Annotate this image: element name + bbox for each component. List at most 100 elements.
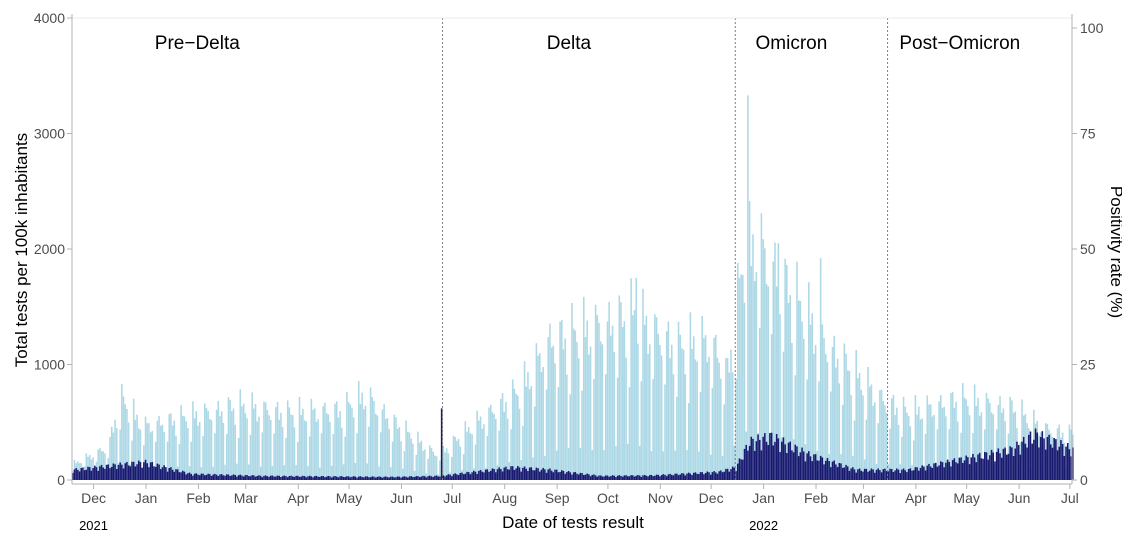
positivity-bar bbox=[379, 476, 382, 480]
tests-bar bbox=[794, 375, 797, 480]
tests-bar bbox=[493, 414, 495, 480]
tests-bar bbox=[650, 451, 653, 480]
tests-bar bbox=[758, 327, 761, 480]
positivity-bar bbox=[980, 458, 983, 480]
tests-bar bbox=[474, 444, 477, 480]
tests-bar bbox=[703, 338, 705, 480]
tests-bar bbox=[594, 304, 597, 480]
positivity-bar bbox=[307, 476, 309, 480]
tests-bar bbox=[608, 301, 610, 480]
positivity-bar bbox=[354, 476, 357, 480]
positivity-bar bbox=[381, 477, 384, 480]
positivity-bar bbox=[368, 477, 370, 480]
positivity-bar bbox=[132, 461, 135, 480]
tests-bar bbox=[290, 414, 292, 480]
tests-bar bbox=[454, 436, 456, 480]
positivity-bar bbox=[143, 462, 145, 480]
positivity-bar bbox=[1043, 438, 1045, 480]
positivity-bar bbox=[953, 458, 956, 480]
tests-bar bbox=[259, 466, 262, 480]
tests-bar bbox=[813, 353, 815, 480]
positivity-bar bbox=[711, 472, 714, 480]
x-tick-label: Jun bbox=[1008, 490, 1031, 506]
positivity-bar bbox=[789, 441, 791, 480]
positivity-bar bbox=[982, 458, 984, 480]
tests-bar bbox=[686, 450, 688, 480]
tests-bar bbox=[251, 392, 253, 480]
tests-bar bbox=[539, 353, 541, 480]
positivity-bar bbox=[1002, 448, 1005, 480]
tests-bar bbox=[782, 351, 785, 480]
positivity-bar bbox=[670, 474, 673, 480]
positivity-bar bbox=[473, 470, 475, 480]
positivity-bar bbox=[723, 471, 725, 480]
positivity-bar bbox=[146, 463, 149, 480]
positivity-bar bbox=[391, 476, 394, 480]
tests-bar bbox=[263, 401, 265, 480]
tests-bar bbox=[549, 323, 551, 480]
positivity-bar bbox=[420, 476, 423, 480]
tests-bar bbox=[374, 413, 377, 480]
positivity-bar bbox=[929, 466, 932, 480]
tests-bar bbox=[579, 447, 582, 480]
tests-bar bbox=[621, 327, 624, 480]
positivity-bar bbox=[572, 472, 575, 480]
positivity-bar bbox=[962, 462, 964, 480]
positivity-bar bbox=[909, 468, 912, 480]
positivity-bar bbox=[823, 464, 825, 480]
tests-bar bbox=[775, 286, 778, 480]
tests-bar bbox=[166, 441, 169, 480]
positivity-bar bbox=[361, 476, 363, 480]
tests-bar bbox=[192, 401, 194, 480]
positivity-bar bbox=[310, 476, 313, 480]
x-tick-label: May bbox=[953, 490, 979, 506]
positivity-bar bbox=[845, 464, 847, 480]
tests-bar bbox=[119, 429, 121, 480]
positivity-bar bbox=[476, 473, 478, 480]
positivity-bar bbox=[376, 476, 379, 480]
positivity-bar bbox=[855, 472, 857, 480]
positivity-bar bbox=[1061, 444, 1064, 480]
tests-bar bbox=[334, 403, 336, 480]
tests-bar bbox=[185, 421, 187, 480]
tests-bar bbox=[882, 400, 885, 480]
tests-bar bbox=[351, 407, 353, 480]
tests-bar bbox=[520, 460, 522, 480]
positivity-bar bbox=[662, 474, 665, 480]
positivity-bar bbox=[1060, 440, 1062, 480]
positivity-bar bbox=[1048, 434, 1050, 480]
tests-bar bbox=[335, 401, 338, 480]
year-labels: 2021 2022 bbox=[79, 518, 778, 533]
tests-bar bbox=[456, 440, 458, 480]
tests-bar bbox=[872, 405, 874, 480]
positivity-bar bbox=[227, 474, 230, 480]
positivity-bar bbox=[706, 471, 709, 480]
tests-bar bbox=[469, 433, 472, 480]
tests-bar bbox=[363, 409, 365, 480]
positivity-bar bbox=[445, 475, 448, 480]
positivity-bar bbox=[692, 472, 695, 480]
positivity-bar bbox=[1055, 439, 1057, 480]
tests-bar bbox=[924, 433, 927, 480]
positivity-bar bbox=[229, 475, 231, 480]
positivity-bar bbox=[806, 453, 808, 480]
positivity-bar bbox=[137, 460, 140, 480]
tests-bar bbox=[241, 406, 243, 480]
tests-bar bbox=[672, 374, 675, 480]
tests-bar bbox=[457, 438, 460, 480]
positivity-bar bbox=[489, 470, 492, 480]
tests-bar bbox=[462, 454, 465, 480]
positivity-bar bbox=[232, 474, 235, 480]
positivity-bar bbox=[1028, 434, 1030, 480]
tests-bar bbox=[219, 415, 221, 480]
positivity-bar bbox=[525, 468, 528, 480]
positivity-bar bbox=[537, 468, 539, 480]
tests-bar bbox=[1012, 412, 1015, 480]
tests-bar bbox=[904, 406, 907, 480]
tests-bar bbox=[711, 387, 714, 480]
positivity-bar bbox=[1014, 448, 1017, 480]
tests-bar bbox=[973, 384, 976, 480]
tests-bar bbox=[557, 387, 560, 480]
positivity-bar bbox=[704, 473, 707, 480]
